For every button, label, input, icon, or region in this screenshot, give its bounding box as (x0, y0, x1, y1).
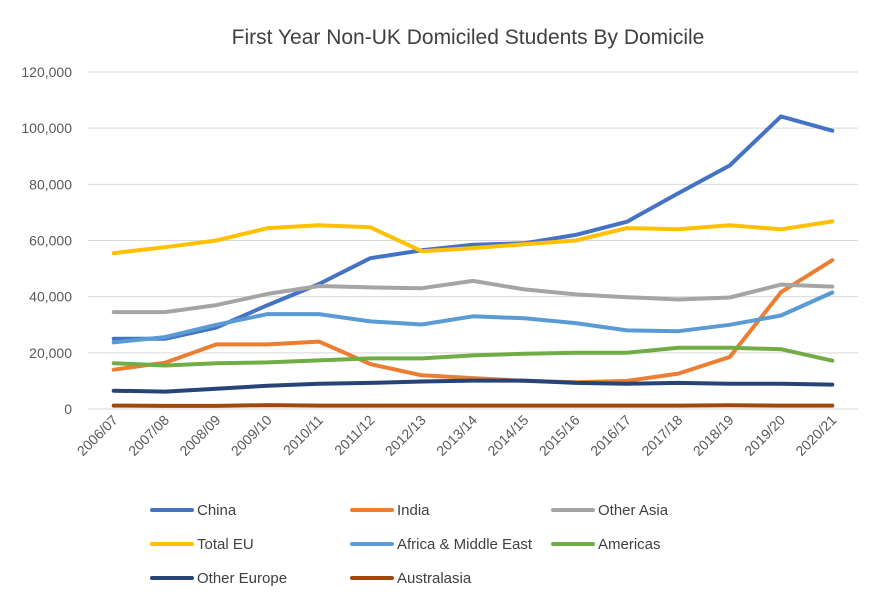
chart-title: First Year Non-UK Domiciled Students By … (232, 26, 705, 49)
x-tick-label: 2011/12 (331, 412, 378, 459)
series-line-africa-middle-east (111, 290, 835, 345)
legend-item-americas: Americas (551, 536, 661, 553)
legend-label: Americas (598, 536, 661, 553)
y-tick-label: 0 (64, 401, 72, 417)
legend-item-australasia: Australasia (350, 570, 472, 587)
x-tick-label: 2009/10 (228, 412, 275, 459)
legend-label: Other Europe (197, 570, 287, 587)
x-tick-label: 2018/19 (690, 412, 737, 459)
x-tick-label: 2020/21 (792, 412, 839, 459)
x-tick-label: 2019/20 (741, 412, 788, 459)
legend-item-india: India (350, 502, 430, 519)
y-tick-label: 40,000 (29, 289, 72, 305)
x-tick-label: 2017/18 (638, 412, 685, 459)
series-line-india (111, 258, 835, 385)
x-tick-label: 2014/15 (484, 412, 531, 459)
x-tick-label: 2008/09 (176, 412, 223, 459)
legend-label: China (197, 502, 237, 519)
legend-label: Australasia (397, 570, 472, 587)
legend-label: Other Asia (598, 502, 669, 519)
series-line-other-europe (111, 378, 835, 394)
legend-item-other-asia: Other Asia (551, 502, 669, 519)
legend-item-total-eu: Total EU (150, 536, 254, 553)
legend-label: Total EU (197, 536, 254, 553)
series-line-australasia (111, 403, 835, 408)
series-line-total-eu (111, 219, 835, 256)
legend-label: Africa & Middle East (397, 536, 533, 553)
legend-item-other-europe: Other Europe (150, 570, 287, 587)
legend: China India Other Asia Total EU Africa & Mid… (150, 502, 669, 587)
y-tick-label: 100,000 (21, 120, 72, 136)
y-tick-label: 120,000 (21, 64, 72, 80)
x-tick-label: 2012/13 (382, 412, 429, 459)
series-line-americas (111, 345, 835, 368)
x-axis: 2006/07 2007/08 2008/09 2009/10 2010/11 2011/… (74, 412, 840, 459)
y-axis: 0 20,000 40,000 60,000 80,000 100,000 120,000 (21, 64, 72, 417)
x-tick-label: 2007/08 (125, 412, 172, 459)
series-line-other-asia (111, 278, 835, 315)
x-tick-label: 2006/07 (74, 412, 121, 459)
x-tick-label: 2016/17 (587, 412, 634, 459)
legend-item-china: China (150, 502, 237, 519)
legend-item-africa-middle-east: Africa & Middle East (350, 536, 533, 553)
x-tick-label: 2015/16 (536, 412, 583, 459)
x-tick-label: 2010/11 (280, 412, 327, 459)
y-tick-label: 80,000 (29, 176, 72, 192)
y-tick-label: 20,000 (29, 345, 72, 361)
y-tick-label: 60,000 (29, 233, 72, 249)
x-tick-label: 2013/14 (433, 412, 480, 459)
series-lines (111, 114, 835, 408)
legend-label: India (397, 502, 430, 519)
